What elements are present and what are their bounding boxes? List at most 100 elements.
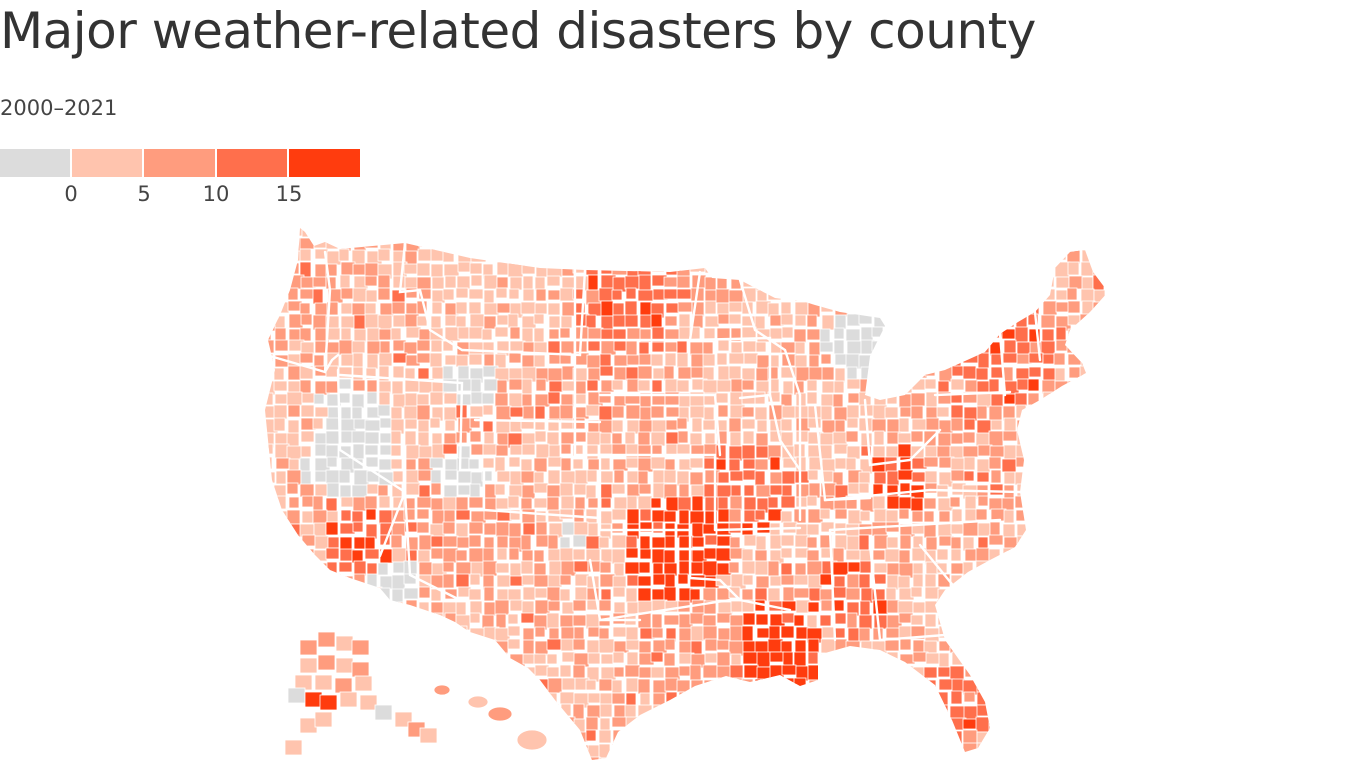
county-cell [638,274,652,291]
state-boundary [573,268,692,580]
county-cell [547,391,561,405]
county-cell [741,692,756,705]
county-cell [547,717,564,734]
county-cell [469,405,484,418]
county-cell [769,575,783,587]
county-cell [1081,653,1094,667]
county-cell [1003,692,1019,707]
county-cell [1053,432,1066,447]
county-cell [1092,536,1104,552]
county-cell [534,756,547,760]
county-cell [587,228,604,241]
county-cell [534,626,546,638]
county-cell [547,289,561,301]
county-cell [664,341,678,353]
county-cell [457,484,471,496]
county-cell [950,536,962,550]
county-cell [430,339,443,353]
county-cell [340,353,355,367]
county-cell [598,391,612,404]
county-cell [690,366,705,379]
county-cell [730,263,743,276]
county-cell [962,315,976,331]
county-cell [833,704,849,718]
county-cell [858,573,871,589]
county-cell [847,482,861,495]
county-cell [416,315,428,327]
county-cell [860,261,873,277]
county-cell [392,742,406,755]
county-cell [716,302,730,316]
county-cell [1001,300,1017,315]
county-cell [1080,586,1094,603]
county-cell [663,744,676,760]
county-cell [1028,443,1041,459]
county-cell [273,367,285,381]
county-cell [819,508,831,520]
county-cell [534,236,549,253]
county-cell [265,484,272,497]
county-cell [885,354,900,367]
county-cell [600,228,613,239]
county-cell [949,638,961,654]
county-cell [1041,560,1054,573]
county-cell [613,601,626,614]
county-cell [806,391,818,405]
county-cell [1068,228,1085,240]
county-cell [911,418,928,431]
county-cell [729,664,744,679]
county-cell [715,262,728,278]
county-cell [1081,640,1097,656]
county-cell [651,548,666,565]
county-cell [936,354,949,371]
county-cell [626,495,638,510]
county-cell [872,261,885,277]
county-cell [585,716,599,731]
county-cell [390,653,405,669]
county-cell [624,314,639,328]
county-cell [1093,679,1108,696]
county-cell [691,495,704,512]
county-cell [430,535,444,548]
county-cell [533,354,546,368]
county-cell [469,612,481,624]
county-cell [858,276,872,292]
county-cell [898,300,912,317]
county-cell [650,405,665,419]
county-cell [405,287,418,299]
county-cell [299,483,315,498]
county-cell [1003,509,1015,524]
county-cell [1028,718,1042,731]
county-cell [442,535,459,548]
county-cell [911,228,926,239]
county-cell [846,237,858,250]
county-cell [286,756,303,760]
county-cell [265,228,272,239]
county-cell [481,328,493,341]
county-cell [314,406,330,418]
county-cell [1041,664,1056,676]
county-cell [327,599,339,616]
county-cell [845,457,857,471]
alaska-county [359,694,378,711]
county-cell [833,755,845,760]
county-cell [729,536,741,549]
county-cell [780,547,793,559]
county-cell [598,536,610,549]
county-cell [793,614,805,627]
county-cell [1003,573,1015,589]
county-cell [325,586,341,603]
county-cell [353,536,366,550]
county-cell [924,717,937,730]
county-cell [469,600,483,615]
county-cell [1042,651,1055,665]
county-cell [780,625,795,639]
county-cell [689,743,706,758]
county-cell [794,405,810,420]
county-cell [403,678,416,693]
county-cell [767,508,783,522]
county-cell [456,639,468,654]
county-cell [587,367,601,382]
county-cell [886,495,901,510]
county-cell [586,431,602,446]
